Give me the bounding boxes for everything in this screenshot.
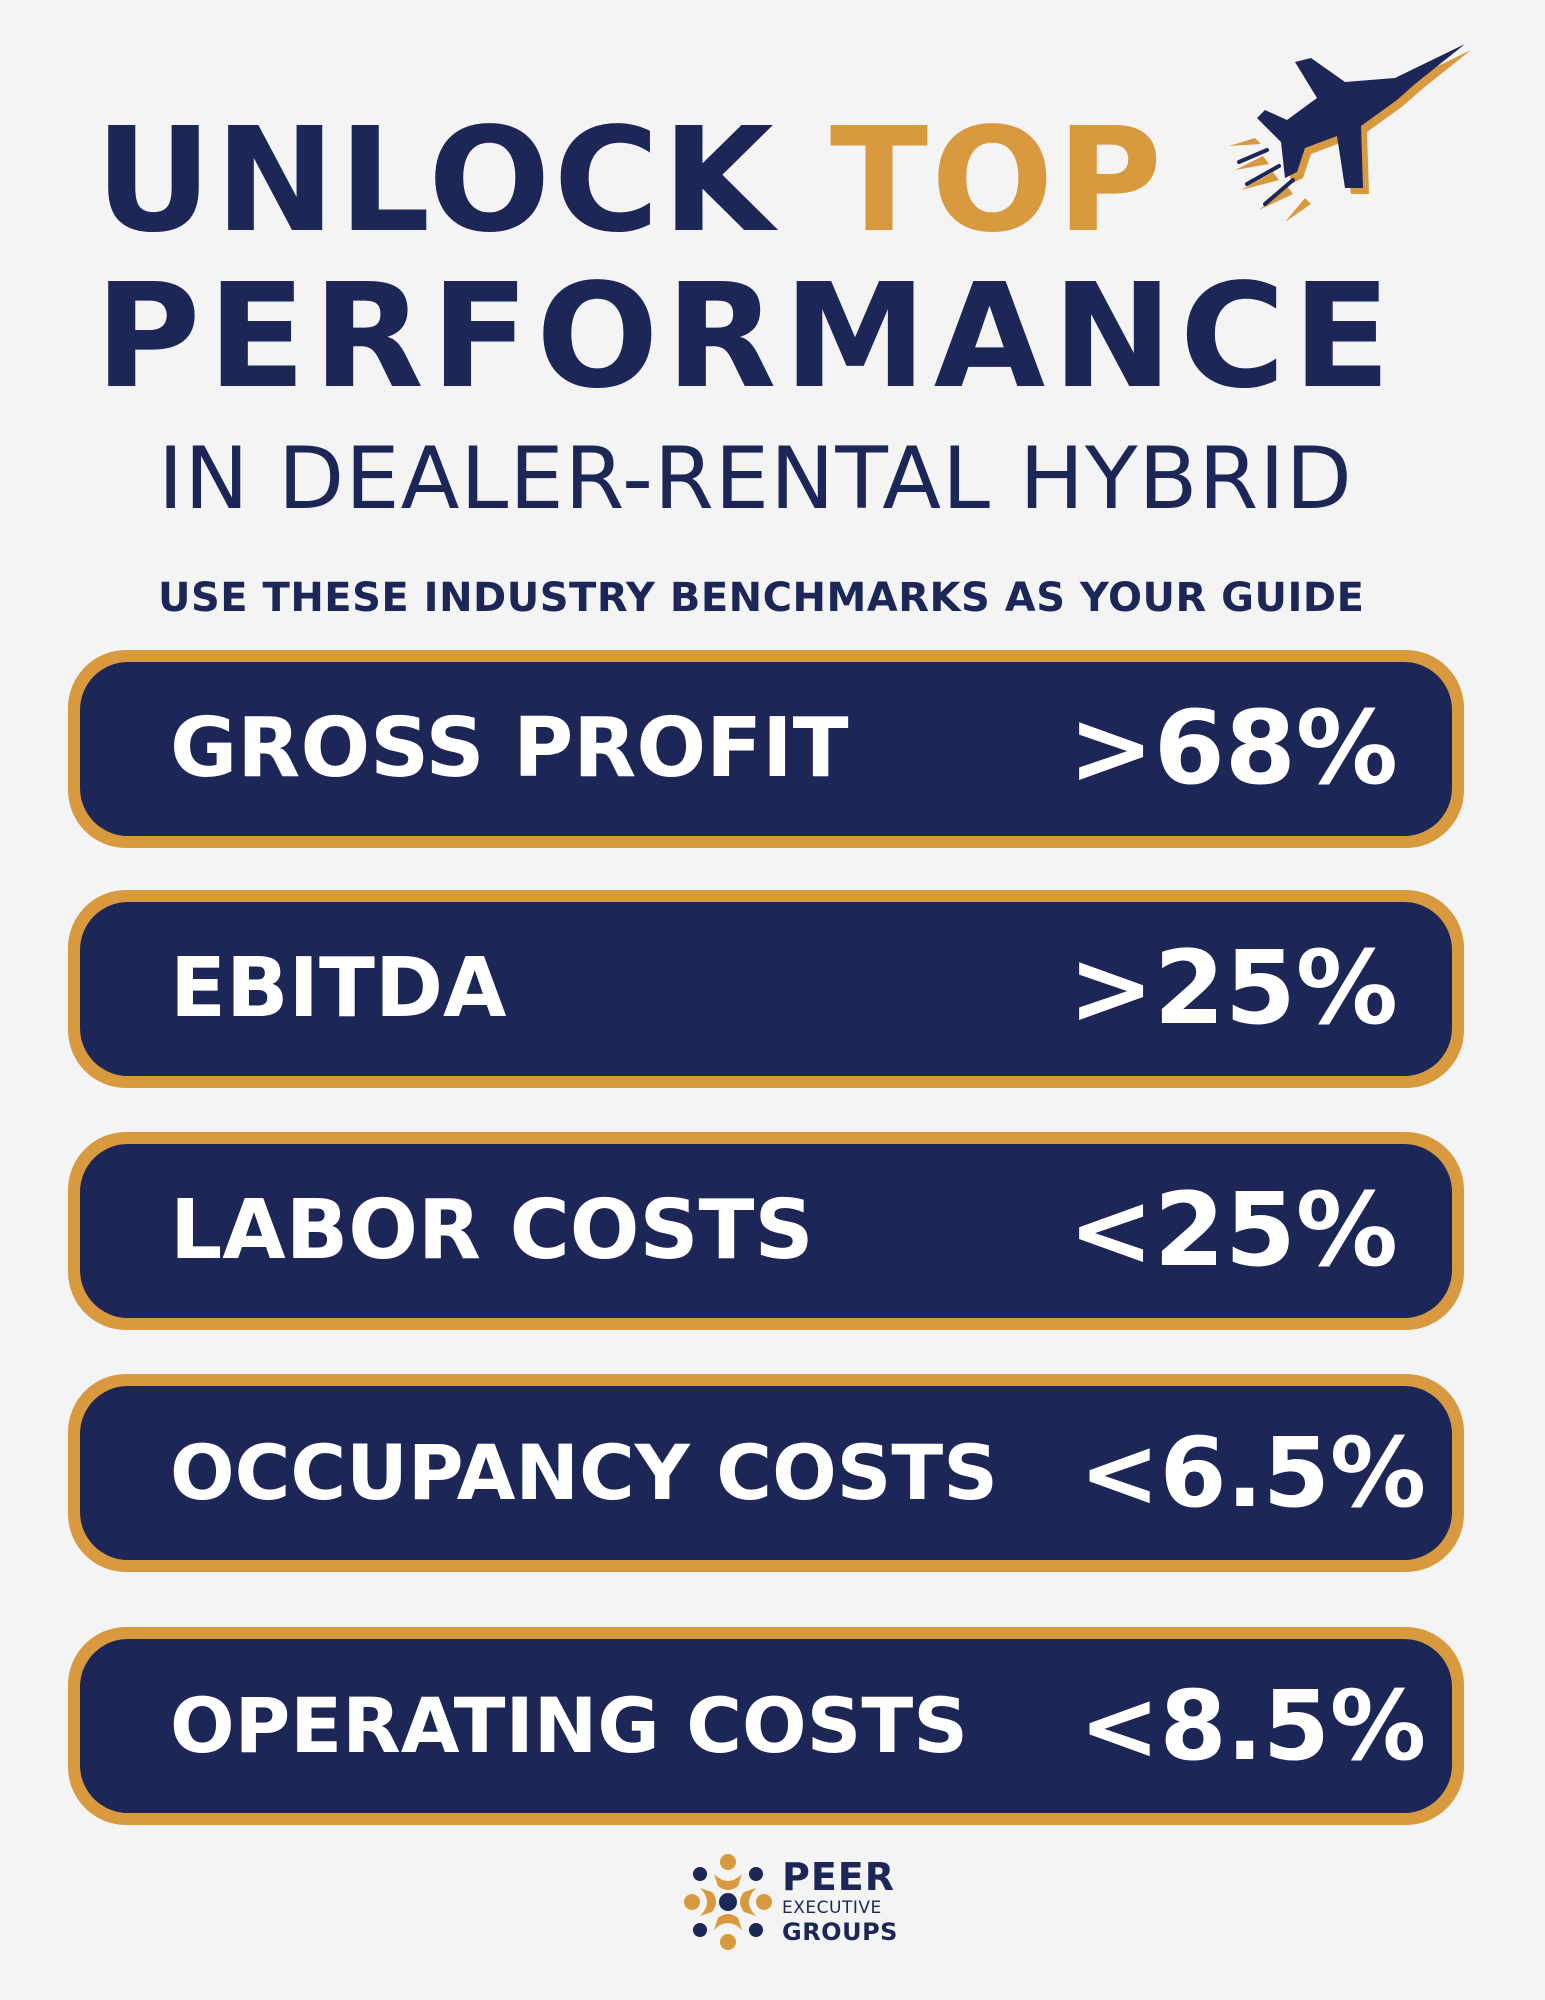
benchmark-value: <6.5% [1079, 1417, 1426, 1529]
benchmark-panel: EBITDA >25% [80, 902, 1452, 1076]
fighter-jet-icon [1229, 44, 1471, 222]
benchmark-panel: LABOR COSTS <25% [80, 1144, 1452, 1318]
benchmark-label: EBITDA [170, 941, 507, 1036]
benchmark-panel: OPERATING COSTS <8.5% [80, 1639, 1452, 1813]
benchmark-label: OCCUPANCY COSTS [170, 1428, 998, 1517]
logo-line-groups: GROUPS [782, 1918, 898, 1946]
benchmark-operating-costs: OPERATING COSTS <8.5% [68, 1627, 1464, 1825]
benchmark-label: OPERATING COSTS [170, 1681, 968, 1770]
benchmark-label: GROSS PROFIT [170, 701, 849, 796]
benchmark-gross-profit: GROSS PROFIT >68% [68, 650, 1464, 848]
benchmark-labor-costs: LABOR COSTS <25% [68, 1132, 1464, 1330]
benchmark-label: LABOR COSTS [170, 1183, 814, 1278]
title-line-1: UNLOCK TOP [95, 108, 1165, 252]
benchmark-value: >68% [1068, 689, 1398, 808]
peer-group-people-icon [684, 1854, 772, 1950]
title-word-unlock: UNLOCK [95, 96, 777, 264]
benchmark-ebitda: EBITDA >25% [68, 890, 1464, 1088]
title-word-top: TOP [829, 96, 1166, 264]
benchmark-value: <25% [1068, 1171, 1398, 1290]
logo-wordmark: PEER EXECUTIVE GROUPS [782, 1858, 898, 1944]
title-line-2: PERFORMANCE [95, 252, 1398, 420]
logo-line-peer: PEER [782, 1855, 896, 1899]
benchmark-value: <8.5% [1079, 1670, 1426, 1782]
benchmark-panel: GROSS PROFIT >68% [80, 662, 1452, 836]
benchmark-panel: OCCUPANCY COSTS <6.5% [80, 1386, 1452, 1560]
benchmark-value: >25% [1068, 929, 1398, 1048]
benchmark-occupancy-costs: OCCUPANCY COSTS <6.5% [68, 1374, 1464, 1572]
logo-line-executive: EXECUTIVE [782, 1898, 882, 1918]
tagline: USE THESE INDUSTRY BENCHMARKS AS YOUR GU… [158, 575, 1365, 621]
subtitle: IN DEALER-RENTAL HYBRID [158, 429, 1353, 529]
peer-executive-groups-logo: PEER EXECUTIVE GROUPS [678, 1852, 918, 1952]
